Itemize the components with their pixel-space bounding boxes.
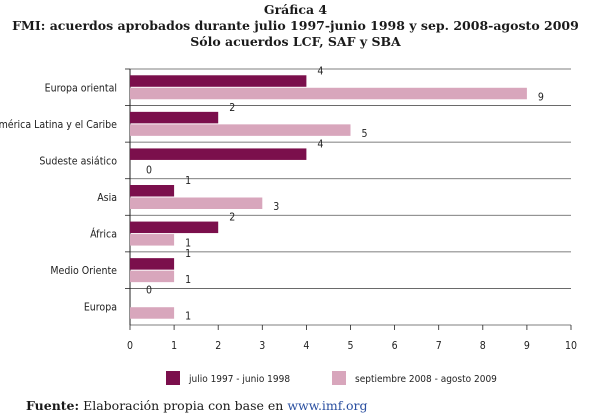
legend-label: septiembre 2008 - agosto 2009: [355, 374, 497, 385]
legend-swatch: [332, 371, 346, 385]
category-label: Europa: [84, 302, 117, 314]
x-tick-label: 3: [259, 340, 265, 352]
bar-series2: [130, 234, 175, 246]
data-label: 3: [273, 201, 279, 213]
legend-label: julio 1997 - junio 1998: [188, 374, 290, 385]
bar-series1: [130, 185, 175, 197]
chart-subtitle: Sólo acuerdos LCF, SAF y SBA: [190, 34, 401, 49]
data-label: 1: [185, 175, 191, 187]
data-label: 2: [229, 212, 235, 224]
source-label: Fuente:: [26, 398, 80, 413]
bar-series1: [130, 75, 307, 87]
bar-series1: [130, 111, 219, 124]
chart-title: FMI: acuerdos aprobados durante julio 19…: [12, 18, 579, 33]
bar-series1: [130, 258, 175, 270]
bar-series1: [130, 221, 219, 234]
category-label: Asia: [97, 192, 117, 204]
data-label: 1: [185, 311, 191, 323]
data-label: 9: [538, 91, 544, 103]
category-label: África: [90, 228, 117, 241]
x-tick-label: 2: [215, 340, 221, 352]
x-tick-label: 0: [127, 340, 133, 352]
x-tick-label: 1: [171, 340, 177, 352]
source-text: Elaboración propia con base en: [83, 398, 284, 413]
category-label: Medio Oriente: [50, 265, 117, 277]
source-note: Fuente: Elaboración propia con base en w…: [26, 398, 367, 413]
x-tick-label: 9: [524, 340, 530, 352]
x-tick-label: 5: [347, 340, 353, 352]
x-tick-label: 8: [480, 340, 486, 352]
data-label: 1: [185, 238, 191, 250]
data-label: 4: [317, 138, 323, 150]
data-label: 1: [185, 248, 191, 260]
category-label: América Latina y el Caribe: [0, 119, 117, 131]
bar-series2: [130, 307, 175, 319]
source-link[interactable]: www.imf.org: [287, 398, 368, 413]
x-tick-label: 4: [303, 340, 309, 352]
data-label: 0: [146, 285, 152, 297]
bar-series2: [130, 124, 351, 136]
x-tick-label: 7: [436, 340, 442, 352]
x-tick-label: 10: [565, 340, 577, 352]
bar-series2: [130, 197, 263, 209]
figure-label: Gráfica 4: [263, 2, 328, 17]
bar-series2: [130, 87, 527, 100]
data-label: 4: [317, 65, 323, 77]
category-label: Europa oriental: [45, 82, 117, 94]
data-label: 5: [361, 128, 367, 140]
legend-swatch: [166, 371, 180, 385]
bar-series2: [130, 270, 175, 283]
category-label: Sudeste asiático: [39, 155, 117, 167]
data-label: 0: [146, 164, 152, 176]
data-label: 1: [185, 274, 191, 286]
bar-series1: [130, 148, 307, 160]
x-tick-label: 6: [392, 340, 398, 352]
data-label: 2: [229, 102, 235, 114]
